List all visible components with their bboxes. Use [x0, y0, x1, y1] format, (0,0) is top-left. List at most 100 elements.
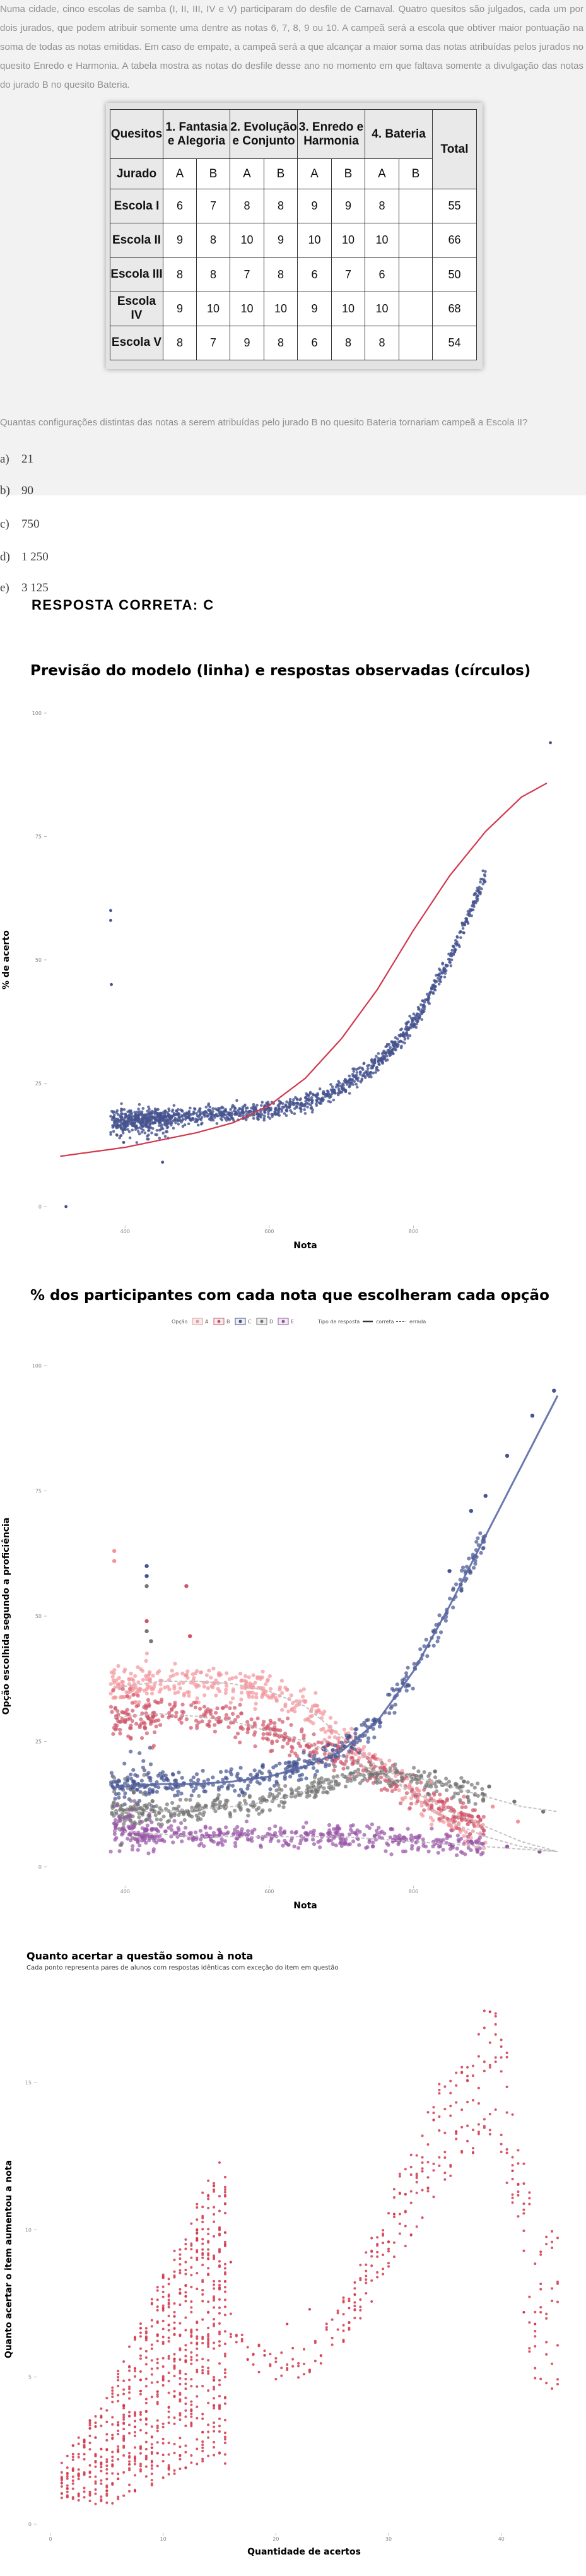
gain-point	[128, 2369, 131, 2372]
option-point	[148, 1677, 152, 1681]
observed-point	[146, 1109, 149, 1113]
option-point	[404, 1671, 409, 1675]
option-point	[144, 1651, 149, 1656]
option-point	[268, 1687, 273, 1691]
option-point	[451, 1605, 455, 1610]
option-point	[389, 1852, 394, 1857]
observed-point	[267, 1112, 270, 1116]
option-point	[111, 1732, 115, 1736]
gain-point	[500, 2038, 503, 2041]
table-row: Escola IV 9 10 10 10 9 10 10 68	[110, 291, 478, 326]
option-point	[275, 1739, 279, 1744]
observed-point	[306, 1105, 309, 1109]
option-point	[433, 1775, 438, 1780]
observed-point	[172, 1126, 175, 1130]
gain-point	[150, 2347, 153, 2350]
option-point	[130, 1847, 134, 1852]
option-point	[147, 1703, 151, 1708]
gain-point	[83, 2486, 86, 2490]
option-point	[225, 1684, 229, 1688]
option-point	[112, 1671, 116, 1675]
alternative-b[interactable]: b) 90	[0, 484, 33, 498]
observed-point	[127, 1130, 131, 1133]
gain-point	[438, 2156, 441, 2159]
observed-point	[231, 1117, 235, 1120]
option-point	[327, 1831, 331, 1836]
observed-point	[211, 1110, 214, 1113]
observed-point	[184, 1113, 187, 1116]
option-point	[354, 1752, 358, 1757]
gain-point	[184, 2372, 187, 2375]
gain-point	[325, 2328, 328, 2331]
observed-point	[126, 1128, 129, 1131]
observed-point	[399, 1040, 402, 1043]
option-point	[147, 1775, 151, 1780]
observed-point	[181, 1125, 185, 1128]
option-point	[180, 1839, 184, 1843]
gain-point	[144, 2339, 148, 2342]
alternative-d[interactable]: d) 1 250	[0, 550, 49, 564]
option-point	[473, 1802, 478, 1806]
gain-point	[297, 2362, 300, 2365]
gain-point	[190, 2400, 193, 2403]
option-point	[268, 1787, 272, 1792]
gain-point	[190, 2415, 193, 2418]
gain-point	[150, 2319, 153, 2322]
gain-point	[387, 2262, 390, 2265]
option-point	[277, 1717, 282, 1722]
score-cell: 9	[163, 291, 197, 326]
gain-point	[494, 2023, 497, 2026]
option-point	[447, 1780, 452, 1784]
gain-point	[184, 2382, 187, 2385]
option-point	[396, 1835, 400, 1840]
gain-point	[88, 2421, 91, 2425]
option-point	[395, 1770, 399, 1774]
gain-point	[196, 2416, 199, 2419]
option-point	[471, 1566, 476, 1570]
alternative-a[interactable]: a) 21	[0, 452, 33, 466]
observed-point	[384, 1052, 387, 1056]
option-point	[460, 1565, 466, 1570]
option-point	[129, 1671, 133, 1676]
alternative-e[interactable]: e) 3 125	[0, 581, 49, 595]
option-point	[182, 1818, 187, 1823]
gain-point	[387, 2265, 390, 2268]
option-point	[112, 1832, 117, 1836]
option-point	[283, 1767, 288, 1771]
option-point	[217, 1802, 222, 1807]
option-point	[226, 1787, 230, 1791]
option-point	[409, 1836, 413, 1841]
gain-point	[100, 2425, 103, 2428]
gain-point	[66, 2472, 69, 2475]
gain-point	[213, 2324, 216, 2327]
gain-point	[128, 2455, 131, 2458]
option-point	[163, 1785, 168, 1790]
gain-point	[196, 2218, 199, 2221]
option-point	[126, 1717, 131, 1722]
option-point	[216, 1841, 221, 1845]
observed-point	[228, 1111, 231, 1115]
option-point	[274, 1698, 279, 1702]
category-header: 4. Bateria	[365, 109, 433, 160]
option-point	[189, 1793, 194, 1798]
option-point	[217, 1674, 221, 1678]
alternative-c[interactable]: c) 750	[0, 517, 40, 531]
option-point	[541, 1809, 546, 1814]
option-point	[373, 1833, 377, 1838]
option-point	[469, 1848, 473, 1852]
option-point	[261, 1732, 266, 1737]
observed-point	[244, 1109, 248, 1113]
option-point	[177, 1828, 181, 1832]
gain-point	[505, 2111, 508, 2114]
observed-point	[281, 1105, 284, 1109]
gain-point	[223, 2435, 226, 2438]
option-point	[202, 1779, 206, 1784]
option-point	[366, 1740, 370, 1744]
option-point	[469, 1509, 474, 1513]
observed-point	[366, 1064, 369, 1068]
gain-point	[122, 2413, 126, 2416]
option-point	[411, 1766, 416, 1770]
observed-point	[109, 1114, 112, 1118]
option-point	[403, 1849, 407, 1853]
observed-point	[172, 1114, 175, 1118]
